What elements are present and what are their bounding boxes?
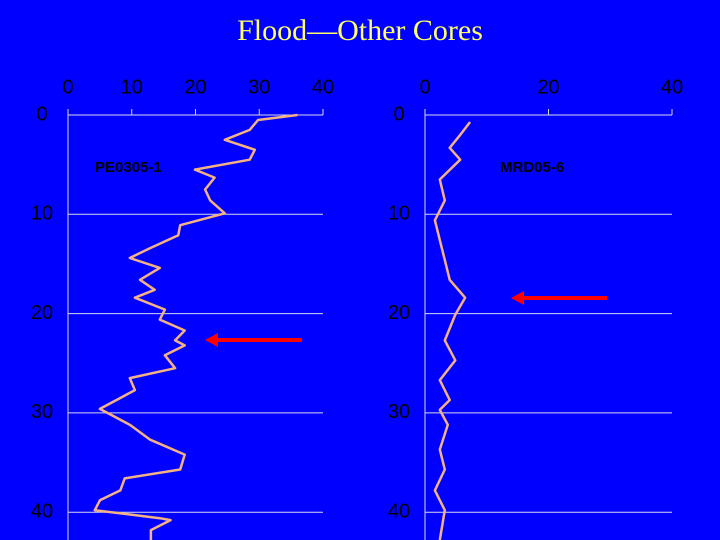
y-tick-label: 0 bbox=[393, 103, 404, 125]
y-tick-label: 20 bbox=[388, 302, 410, 324]
slide-title: Flood—Other Cores bbox=[237, 14, 483, 47]
core-label: PE0305-1 bbox=[95, 159, 162, 176]
arrow-head bbox=[511, 291, 524, 305]
y-tick-label: 0 bbox=[36, 103, 47, 125]
y-tick-label: 30 bbox=[31, 401, 53, 423]
y-tick-label: 40 bbox=[31, 500, 53, 522]
x-tick-label: 20 bbox=[184, 76, 206, 98]
x-tick-label: 0 bbox=[62, 76, 73, 98]
profile-line bbox=[93, 113, 298, 540]
y-tick-label: 10 bbox=[31, 203, 53, 225]
x-tick-label: 0 bbox=[419, 76, 430, 98]
x-tick-label: 40 bbox=[312, 76, 334, 98]
y-tick-label: 10 bbox=[388, 203, 410, 225]
profile-line bbox=[433, 121, 472, 540]
arrow bbox=[205, 333, 302, 347]
y-tick-label: 40 bbox=[388, 500, 410, 522]
x-tick-label: 40 bbox=[661, 76, 683, 98]
arrow bbox=[511, 291, 607, 305]
arrow-head bbox=[205, 333, 218, 347]
y-tick-label: 20 bbox=[31, 302, 53, 324]
x-tick-label: 20 bbox=[537, 76, 559, 98]
core-label: MRD05-6 bbox=[500, 159, 564, 176]
y-tick-label: 30 bbox=[388, 401, 410, 423]
x-tick-label: 10 bbox=[121, 76, 143, 98]
x-tick-label: 30 bbox=[248, 76, 270, 98]
